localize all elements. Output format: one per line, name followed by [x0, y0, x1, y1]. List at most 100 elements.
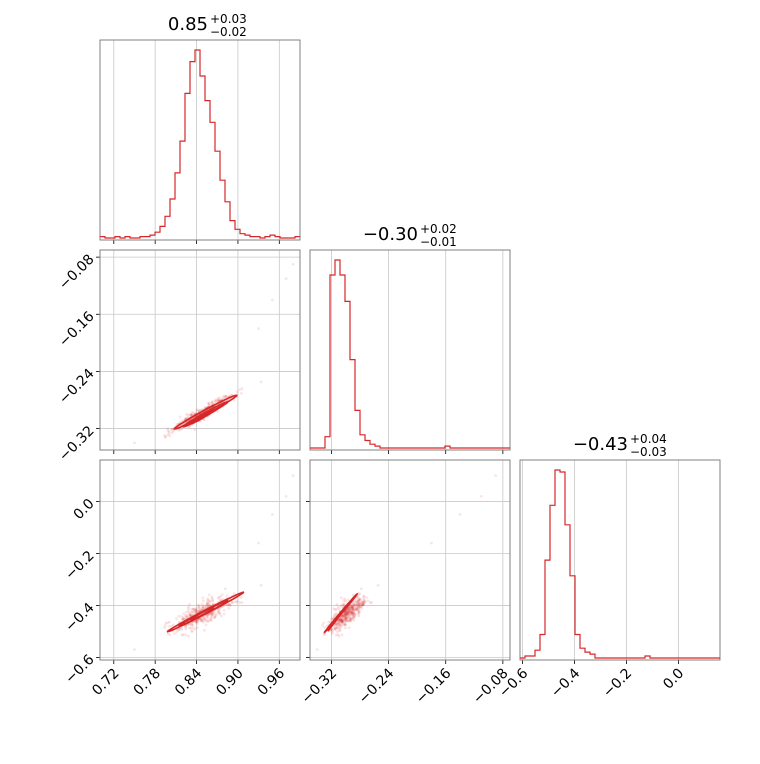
sample-point	[168, 633, 172, 637]
sample-point	[189, 613, 193, 617]
sample-point	[235, 390, 239, 394]
sample-point	[177, 628, 181, 632]
sample-point	[206, 616, 210, 620]
sample-point	[350, 606, 354, 610]
sample-point	[334, 626, 337, 630]
sample-point	[345, 617, 349, 621]
sample-point	[343, 622, 347, 625]
sample-point	[338, 619, 342, 622]
sample-point	[347, 609, 351, 613]
sample-point	[346, 619, 350, 623]
sample-point	[194, 609, 198, 612]
sample-point	[341, 614, 345, 618]
sample-point	[196, 622, 199, 625]
tick-label-x: 0.84	[172, 665, 205, 698]
sample-point	[355, 603, 359, 607]
sample-point	[230, 601, 234, 604]
sample-point	[340, 614, 344, 618]
sample-point	[344, 619, 348, 623]
sample-point	[342, 602, 346, 606]
sample-point	[358, 592, 362, 596]
sample-point	[341, 615, 345, 619]
sample-point	[204, 619, 208, 623]
sample-point	[224, 587, 227, 591]
sample-point	[355, 604, 359, 608]
sample-point	[194, 619, 198, 623]
sample-point	[343, 626, 347, 630]
sample-point	[347, 616, 351, 620]
sample-point	[366, 599, 370, 603]
sample-point	[202, 599, 205, 603]
sample-point	[187, 605, 191, 609]
sample-point	[362, 603, 365, 606]
sample-point	[329, 628, 333, 632]
contour	[328, 615, 341, 631]
sample-point	[188, 611, 192, 614]
sample-point	[458, 513, 462, 516]
sample-point	[345, 613, 349, 617]
sample-point	[355, 608, 359, 611]
sample-point	[349, 619, 352, 623]
sample-point	[217, 396, 221, 400]
sample-point	[215, 399, 219, 403]
sample-point	[196, 619, 200, 623]
sample-point	[350, 605, 354, 608]
histogram-0-0	[100, 49, 300, 239]
sample-point	[205, 603, 209, 606]
sample-point	[350, 605, 354, 608]
sample-point	[341, 620, 345, 624]
sample-point	[334, 622, 338, 626]
sample-point	[170, 428, 174, 431]
sample-point	[199, 619, 203, 623]
sample-point	[338, 627, 341, 631]
sample-point	[216, 397, 220, 401]
sample-point	[346, 608, 349, 611]
title-upper-error: +0.03	[210, 12, 247, 26]
sample-point	[207, 612, 211, 616]
tick-label-y: −0.4	[62, 600, 97, 635]
sample-point	[342, 599, 346, 603]
sample-point	[233, 600, 237, 604]
sample-point	[357, 597, 361, 601]
sample-point	[184, 417, 188, 421]
sample-point	[348, 606, 351, 610]
sample-point	[189, 626, 193, 630]
sample-point	[350, 611, 354, 615]
sample-point	[337, 621, 341, 625]
sample-point	[338, 617, 341, 621]
tick-label-x: −0.2	[600, 666, 635, 701]
sample-point	[343, 613, 347, 616]
sample-point	[343, 597, 346, 601]
sample-point	[341, 620, 344, 624]
sample-point	[341, 617, 345, 621]
sample-point	[194, 610, 198, 614]
sample-point	[332, 627, 335, 631]
sample-point	[333, 627, 337, 631]
sample-point	[191, 607, 195, 611]
histogram-step	[520, 469, 720, 659]
sample-point	[210, 612, 214, 616]
sample-point	[336, 626, 339, 630]
sample-point	[353, 611, 356, 615]
sample-point	[190, 623, 193, 627]
sample-point	[232, 592, 236, 596]
sample-point	[339, 618, 343, 622]
histogram-step	[100, 49, 300, 239]
sample-point	[360, 603, 364, 607]
sample-point	[204, 605, 208, 609]
sample-point	[206, 598, 210, 602]
sample-point	[184, 616, 188, 620]
sample-point	[362, 595, 366, 599]
sample-point	[356, 599, 360, 603]
sample-point	[344, 610, 348, 614]
sample-point	[343, 611, 347, 615]
sample-point	[352, 606, 356, 609]
sample-point	[343, 619, 347, 622]
sample-point	[340, 618, 344, 622]
sample-point	[339, 605, 343, 608]
sample-point	[357, 593, 361, 596]
sample-point	[184, 416, 188, 420]
sample-point	[332, 607, 336, 611]
sample-point	[351, 606, 354, 610]
sample-point	[337, 622, 341, 625]
